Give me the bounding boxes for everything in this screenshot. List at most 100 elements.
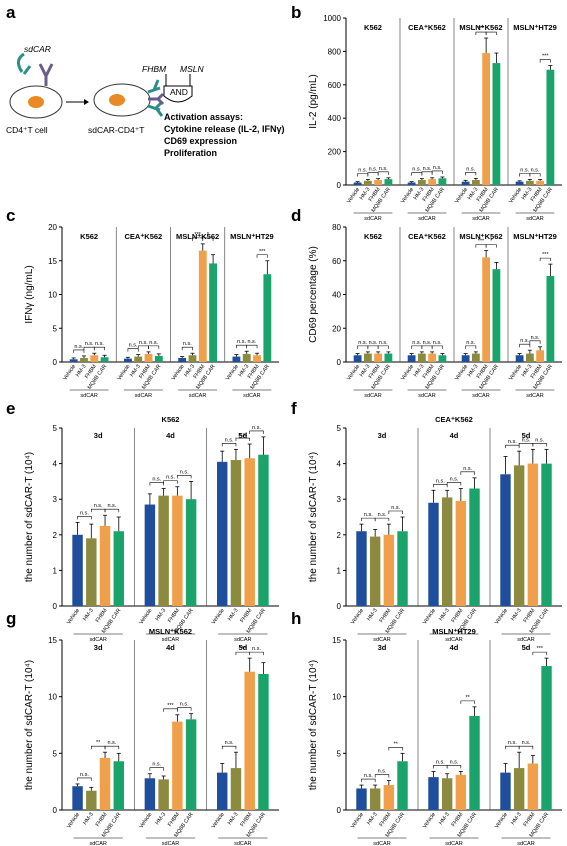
significance-bracket — [127, 348, 139, 352]
x-tick-label: Vehicle — [138, 608, 153, 626]
significance-label: n.s. — [238, 432, 247, 438]
significance-label: n.s. — [531, 167, 540, 173]
significance-label: n.s. — [107, 503, 116, 509]
bar — [185, 719, 197, 810]
bar — [417, 353, 426, 362]
significance-bracket — [377, 171, 389, 175]
significance-bracket — [367, 172, 379, 176]
significance-bracket — [90, 745, 106, 750]
x-tick-label: Vehicle — [138, 812, 153, 830]
panel-a-diagram: a CD4⁺T cell sdCAR sdCAR-CD4⁺T — [6, 3, 285, 158]
sdcar-group-label: sdCAR — [526, 393, 543, 399]
x-tick-label: HM-3 — [227, 608, 240, 622]
significance-bracket — [177, 707, 192, 711]
bar — [69, 359, 78, 362]
bar — [90, 355, 99, 362]
x-tick-label: HM-3 — [227, 812, 240, 826]
y-tick-label: 0 — [337, 181, 342, 190]
bar — [198, 250, 207, 362]
bar — [353, 355, 362, 362]
assays-title: Activation assays: — [164, 112, 243, 122]
y-axis-label: CD69 percentage (%) — [308, 246, 319, 343]
x-tick-label: Vehicle — [494, 608, 509, 626]
sdcar-group-label: sdCAR — [234, 841, 251, 846]
sdcar-group-label: sdCAR — [472, 393, 489, 399]
significance-label: n.s. — [378, 769, 387, 775]
group-label: 3d — [378, 431, 387, 440]
panel-label-e: e — [6, 399, 15, 418]
significance-label: *** — [259, 249, 266, 255]
bar — [397, 761, 408, 810]
significance-label: n.s. — [74, 344, 83, 350]
y-tick-label: 400 — [328, 114, 342, 123]
significance-bracket — [485, 31, 497, 36]
group-label: 5d — [238, 643, 247, 652]
significance-bracket — [519, 343, 531, 348]
y-tick-label: 2 — [53, 531, 58, 540]
y-axis-label: the number of sdCAR-T (10⁴) — [24, 452, 35, 582]
significance-bracket — [518, 443, 534, 447]
sdcar-label: sdCAR — [24, 44, 51, 54]
x-tick-label: Vehicle — [422, 812, 437, 830]
assay-cytokine: Cytokine release (IL-2, IFNγ) — [164, 124, 285, 134]
bar — [185, 499, 197, 606]
bar — [546, 69, 555, 185]
y-tick-label: 0 — [53, 358, 58, 367]
significance-bracket — [93, 346, 105, 351]
significance-bracket — [177, 475, 192, 479]
significance-label: n.s. — [225, 740, 234, 746]
bar — [72, 786, 83, 810]
group-label: K562 — [364, 23, 382, 32]
y-tick-label: 1000 — [323, 14, 341, 23]
significance-bracket — [73, 349, 85, 353]
x-tick-label: Vehicle — [62, 364, 77, 382]
significance-label: n.s. — [379, 166, 388, 172]
bar — [113, 761, 125, 810]
significance-bracket — [163, 480, 178, 484]
significance-label: *** — [542, 54, 549, 60]
x-tick-label: HM-3 — [510, 608, 523, 622]
significance-label: n.s. — [152, 477, 161, 483]
significance-bracket — [90, 508, 106, 513]
significance-bracket — [431, 345, 443, 349]
x-tick-label: Vehicle — [508, 364, 523, 382]
bar — [113, 531, 125, 606]
bar — [86, 538, 97, 606]
significance-label: *** — [542, 252, 549, 258]
bar — [482, 257, 491, 362]
x-tick-label: Vehicle — [508, 187, 523, 205]
x-tick-label: HM-3 — [510, 812, 523, 826]
significance-label: n.s. — [225, 437, 234, 443]
x-tick-label: HM-3 — [438, 608, 451, 622]
panel-label-f: f — [291, 399, 297, 418]
y-axis-label: the number of sdCAR-T (10⁴) — [308, 660, 319, 790]
x-tick-label: Vehicle — [346, 364, 361, 382]
bar — [258, 674, 269, 810]
sdcar-group-label: sdCAR — [418, 393, 435, 399]
significance-bracket — [77, 516, 92, 520]
significance-bracket — [149, 482, 164, 486]
y-axis-label: the number of sdCAR-T (10⁴) — [24, 660, 35, 790]
significance-bracket — [446, 765, 462, 769]
bar — [369, 788, 381, 810]
significance-label: n.s. — [450, 477, 459, 483]
bar — [492, 269, 501, 362]
group-label: MSLN⁺K562 — [176, 232, 219, 241]
sdcar-group-label: sdCAR — [162, 841, 179, 846]
significance-bracket — [374, 774, 390, 778]
x-tick-label: HM-3 — [155, 608, 168, 622]
significance-bracket — [519, 173, 531, 177]
sdcar-group-label: sdCAR — [517, 841, 534, 846]
bar — [216, 461, 228, 606]
significance-label: * — [490, 239, 493, 245]
significance-label: n.s. — [466, 166, 475, 172]
bar — [471, 179, 480, 185]
bar — [356, 788, 367, 810]
significance-bracket — [83, 346, 95, 351]
significance-bracket — [236, 344, 248, 349]
significance-bracket — [475, 31, 487, 36]
bar — [100, 357, 109, 362]
sdcar-group-label: sdCAR — [418, 216, 435, 222]
sdcar-group-label: sdCAR — [162, 637, 179, 643]
